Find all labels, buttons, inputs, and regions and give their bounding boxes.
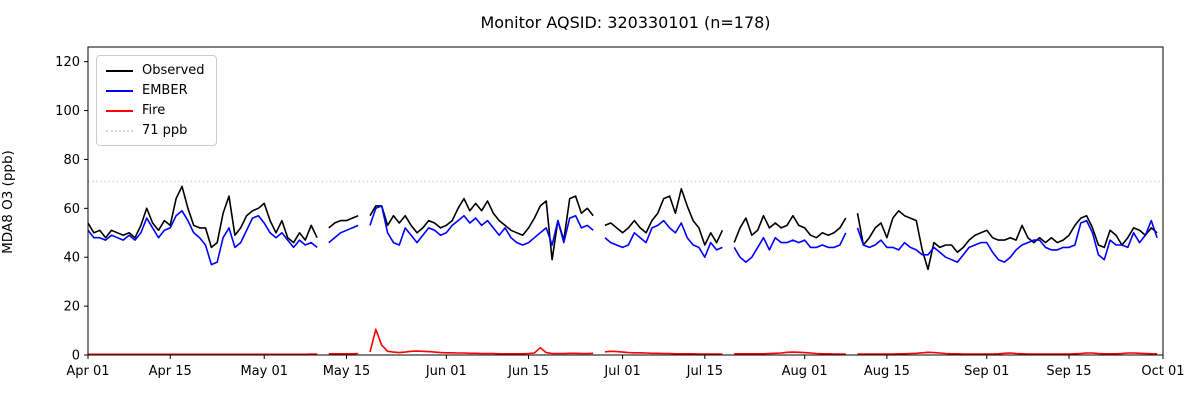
x-tick-label: Sep 01 (964, 364, 1009, 379)
fire-line-sample (106, 109, 133, 112)
x-tick-label: Apr 15 (149, 364, 192, 379)
x-tick-label: Jul 15 (686, 364, 723, 379)
x-tick-label: Aug 15 (864, 364, 910, 379)
legend-item-label: Observed (142, 63, 205, 78)
legend: Observed EMBER Fire 71 ppb (96, 55, 217, 146)
threshold-line-sample (106, 129, 133, 132)
legend-item-label: 71 ppb (142, 123, 188, 138)
y-tick-label: 100 (55, 104, 80, 119)
y-tick-label: 40 (63, 251, 80, 266)
observed-line-sample (106, 69, 133, 72)
x-tick-label: Apr 01 (66, 364, 109, 379)
x-tick-label: Oct 01 (1141, 364, 1184, 379)
x-tick-label: Sep 15 (1046, 364, 1091, 379)
ember-line-sample (106, 89, 133, 92)
x-tick-label: Jun 01 (425, 364, 467, 379)
y-tick-label: 60 (63, 202, 80, 217)
x-tick-label: Jul 01 (603, 364, 640, 379)
observed-line (87, 185, 1158, 271)
y-tick-label: 0 (72, 349, 80, 364)
plot-border (87, 46, 1164, 356)
legend-item-label: Fire (142, 103, 166, 118)
fire-line (88, 328, 1158, 356)
y-tick-label: 80 (63, 153, 80, 168)
ember-line (87, 205, 1158, 266)
x-tick-label: Jun 15 (507, 364, 549, 379)
y-tick-label: 120 (55, 55, 80, 70)
legend-item-threshold: 71 ppb (106, 123, 205, 138)
legend-item-observed: Observed (106, 63, 205, 78)
legend-item-label: EMBER (142, 83, 188, 98)
chart-title: Monitor AQSID: 320330101 (n=178) (480, 13, 771, 32)
legend-item-fire: Fire (106, 103, 205, 118)
x-tick-label: Aug 01 (782, 364, 828, 379)
x-tick-label: May 15 (323, 364, 371, 379)
y-tick-label: 20 (63, 300, 80, 315)
legend-item-ember: EMBER (106, 83, 205, 98)
x-tick-label: May 01 (240, 364, 288, 379)
